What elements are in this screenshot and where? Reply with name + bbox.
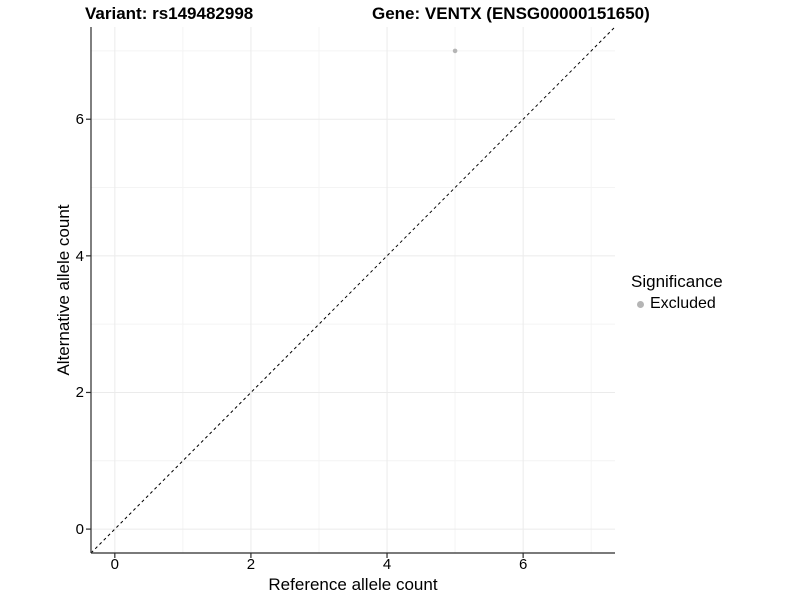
legend-item-label: Excluded (650, 295, 716, 312)
x-tick-label: 2 (246, 556, 256, 573)
x-tick-label: 0 (110, 556, 119, 573)
y-axis-title: Alternative allele count (54, 204, 73, 376)
legend-title: Significance (631, 272, 723, 291)
x-tick-label: 6 (518, 556, 528, 573)
x-tick-label: 4 (382, 556, 392, 573)
legend: Significance Excluded (631, 272, 723, 313)
y-tick-label: 6 (75, 111, 84, 129)
legend-items: Excluded (631, 295, 723, 313)
plot-title-variant: Variant: rs149482998 (85, 4, 254, 23)
legend-key-point-icon (637, 300, 644, 308)
plot-title-gene: Gene: VENTX (ENSG00000151650) (372, 4, 650, 23)
legend-item: Excluded (631, 295, 723, 313)
y-tick-label: 2 (75, 384, 84, 402)
y-tick-label: 0 (75, 521, 84, 539)
plot-panel (86, 27, 616, 558)
data-point (452, 48, 458, 54)
identity-dashed-line (90, 27, 616, 554)
x-axis-title: Reference allele count (268, 575, 438, 594)
y-tick-label: 4 (75, 247, 84, 265)
